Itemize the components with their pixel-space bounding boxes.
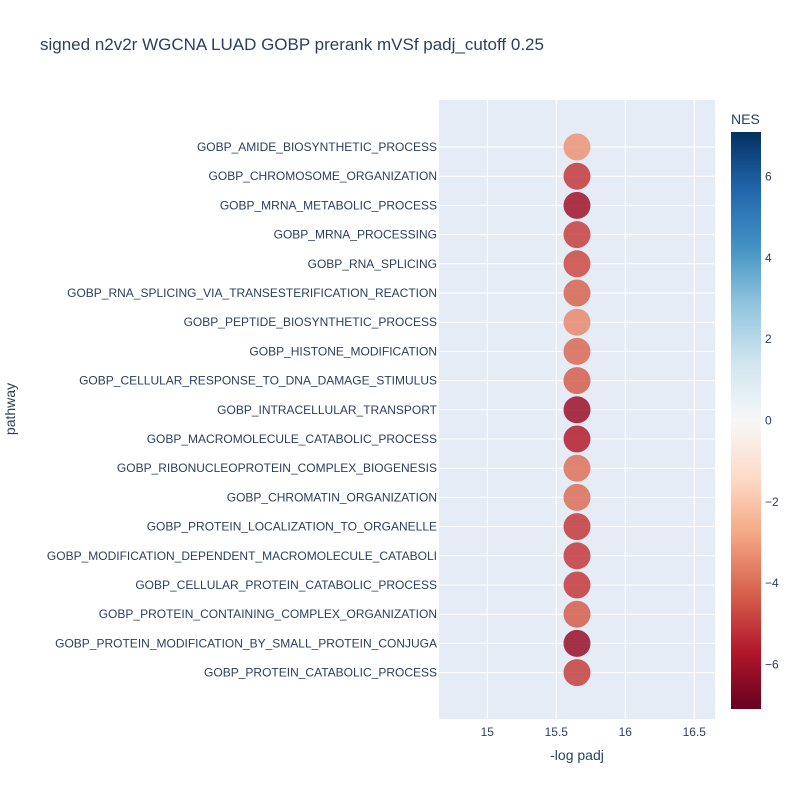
data-point[interactable] <box>563 250 591 278</box>
colorbar-tick-label: −2 <box>765 495 779 509</box>
y-tick-label: GOBP_AMIDE_BIOSYNTHETIC_PROCESS <box>197 140 437 154</box>
x-tick-label: 16.5 <box>683 725 707 739</box>
x-axis-title: -log padj <box>550 747 604 763</box>
colorbar-tick-label: 2 <box>765 332 772 346</box>
y-tick-label: GOBP_PROTEIN_CONTAINING_COMPLEX_ORGANIZA… <box>99 607 437 621</box>
y-tick-label: GOBP_RIBONUCLEOPROTEIN_COMPLEX_BIOGENESI… <box>117 461 437 475</box>
colorbar <box>731 132 761 709</box>
data-point[interactable] <box>563 483 591 511</box>
colorbar-tick-label: 4 <box>765 251 772 265</box>
colorbar-title: NES <box>731 111 760 127</box>
y-axis-title: pathway <box>2 383 18 435</box>
data-point[interactable] <box>563 542 591 570</box>
chart-title: signed n2v2r WGCNA LUAD GOBP prerank mVS… <box>40 35 544 54</box>
x-tick-label: 16 <box>619 725 633 739</box>
data-point[interactable] <box>563 367 591 395</box>
y-tick-label: GOBP_MRNA_METABOLIC_PROCESS <box>220 198 437 212</box>
data-point[interactable] <box>563 279 591 307</box>
colorbar-tick-label: −4 <box>765 576 779 590</box>
y-tick-label: GOBP_RNA_SPLICING_VIA_TRANSESTERIFICATIO… <box>67 286 437 300</box>
y-tick-label: GOBP_MRNA_PROCESSING <box>274 228 437 242</box>
data-point[interactable] <box>563 221 591 249</box>
y-tick-label: GOBP_CHROMOSOME_ORGANIZATION <box>209 169 437 183</box>
y-tick-label: GOBP_PEPTIDE_BIOSYNTHETIC_PROCESS <box>184 315 437 329</box>
data-point[interactable] <box>563 600 591 628</box>
y-tick-label: GOBP_CELLULAR_PROTEIN_CATABOLIC_PROCESS <box>135 578 437 592</box>
data-point[interactable] <box>563 191 591 219</box>
data-point[interactable] <box>563 308 591 336</box>
data-point[interactable] <box>563 133 591 161</box>
colorbar-tick-label: 0 <box>765 414 772 428</box>
y-tick-labels: GOBP_AMIDE_BIOSYNTHETIC_PROCESS GOBP_CHRO… <box>47 140 438 680</box>
x-tick-label: 15.5 <box>545 725 569 739</box>
y-tick-label: GOBP_MODIFICATION_DEPENDENT_MACROMOLECUL… <box>47 549 437 563</box>
colorbar-tick-labels: 6 4 2 0 −2 −4 −6 <box>765 170 779 672</box>
y-tick-label: GOBP_INTRACELLULAR_TRANSPORT <box>217 403 438 417</box>
data-point[interactable] <box>563 629 591 657</box>
data-point[interactable] <box>563 659 591 687</box>
y-tick-label: GOBP_CELLULAR_RESPONSE_TO_DNA_DAMAGE_STI… <box>79 374 437 388</box>
y-tick-label: GOBP_PROTEIN_LOCALIZATION_TO_ORGANELLE <box>147 520 437 534</box>
data-point[interactable] <box>563 571 591 599</box>
data-point[interactable] <box>563 396 591 424</box>
y-tick-label: GOBP_PROTEIN_MODIFICATION_BY_SMALL_PROTE… <box>55 636 437 650</box>
data-points <box>563 133 591 687</box>
y-tick-label: GOBP_CHROMATIN_ORGANIZATION <box>227 490 437 504</box>
x-tick-labels: 15 15.5 16 16.5 <box>481 725 707 739</box>
data-point[interactable] <box>563 513 591 541</box>
data-point[interactable] <box>563 337 591 365</box>
y-tick-label: GOBP_HISTONE_MODIFICATION <box>249 344 437 358</box>
y-tick-label: GOBP_PROTEIN_CATABOLIC_PROCESS <box>204 666 437 680</box>
y-tick-label: GOBP_MACROMOLECULE_CATABOLIC_PROCESS <box>147 432 437 446</box>
data-point[interactable] <box>563 425 591 453</box>
colorbar-tick-label: −6 <box>765 657 779 671</box>
colorbar-tick-label: 6 <box>765 170 772 184</box>
x-tick-label: 15 <box>481 725 495 739</box>
data-point[interactable] <box>563 162 591 190</box>
data-point[interactable] <box>563 454 591 482</box>
y-tick-label: GOBP_RNA_SPLICING <box>308 257 437 271</box>
